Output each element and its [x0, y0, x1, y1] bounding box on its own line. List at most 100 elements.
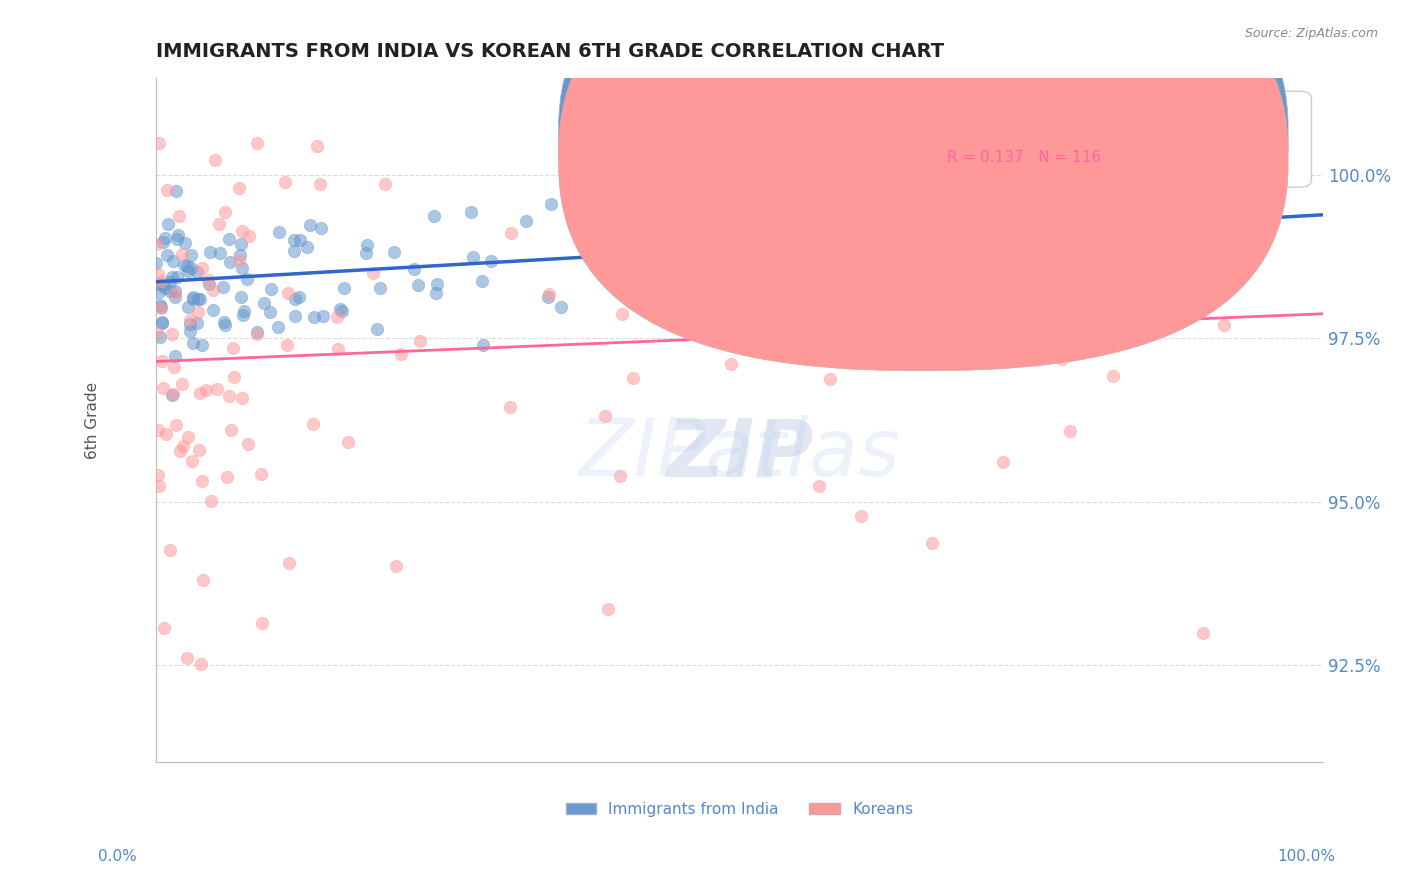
Point	[170, 377, 193, 392]
Point	[479, 254, 502, 268]
Point	[621, 371, 644, 385]
Point	[1076, 176, 1098, 190]
Point	[366, 322, 388, 336]
Point	[877, 348, 900, 362]
Point	[186, 265, 208, 279]
Point	[637, 235, 659, 249]
Point	[720, 357, 742, 371]
Point	[150, 353, 173, 368]
Point	[233, 304, 256, 318]
Point	[368, 281, 391, 295]
Point	[149, 274, 172, 288]
Point	[231, 224, 253, 238]
Point	[191, 573, 214, 587]
Point	[402, 262, 425, 277]
Point	[153, 231, 176, 245]
Point	[302, 417, 325, 431]
Point	[145, 326, 167, 341]
Point	[148, 285, 170, 299]
Point	[620, 222, 643, 236]
Point	[197, 273, 219, 287]
Point	[922, 153, 945, 167]
Point	[250, 615, 273, 630]
Point	[152, 277, 174, 292]
Point	[1038, 105, 1060, 120]
Point	[288, 233, 311, 247]
Point	[246, 325, 269, 339]
Point	[426, 277, 449, 291]
Point	[807, 479, 830, 493]
Point	[156, 247, 179, 261]
Point	[190, 657, 212, 672]
Point	[159, 284, 181, 298]
Point	[146, 237, 169, 252]
Point	[734, 227, 756, 242]
Point	[238, 437, 260, 451]
Point	[218, 255, 240, 269]
Point	[163, 360, 186, 375]
Text: IMMIGRANTS FROM INDIA VS KOREAN 6TH GRADE CORRELATION CHART: IMMIGRANTS FROM INDIA VS KOREAN 6TH GRAD…	[156, 42, 943, 61]
Point	[991, 454, 1014, 468]
Point	[260, 282, 283, 296]
Point	[149, 330, 172, 344]
Point	[162, 253, 184, 268]
Point	[181, 292, 204, 306]
Point	[851, 509, 873, 524]
Point	[179, 325, 201, 339]
Point	[1154, 316, 1177, 330]
Point	[295, 240, 318, 254]
Point	[336, 435, 359, 450]
Point	[820, 210, 842, 224]
Point	[731, 268, 754, 282]
Point	[1125, 136, 1147, 150]
Point	[538, 287, 561, 301]
Point	[374, 178, 396, 192]
Point	[231, 260, 253, 275]
Point	[302, 310, 325, 324]
Point	[1213, 318, 1236, 333]
Point	[718, 244, 741, 258]
Point	[156, 218, 179, 232]
Point	[472, 338, 495, 352]
Point	[146, 467, 169, 482]
Point	[152, 621, 174, 635]
Point	[900, 177, 922, 191]
Point	[409, 334, 432, 348]
Point	[1091, 175, 1114, 189]
Legend: Immigrants from India, Koreans: Immigrants from India, Koreans	[560, 796, 920, 823]
Point	[228, 253, 250, 268]
Point	[1043, 201, 1066, 215]
Text: 0.0%: 0.0%	[98, 849, 138, 863]
Point	[246, 136, 269, 150]
Point	[195, 383, 218, 397]
Point	[382, 245, 405, 260]
Point	[1050, 351, 1073, 366]
Point	[218, 232, 240, 246]
Point	[188, 443, 211, 458]
Point	[201, 303, 224, 318]
Point	[596, 602, 619, 616]
Point	[471, 274, 494, 288]
Point	[229, 290, 252, 304]
Point	[176, 430, 198, 444]
FancyBboxPatch shape	[558, 0, 1288, 348]
Point	[969, 177, 991, 191]
Point	[700, 217, 723, 231]
Point	[969, 218, 991, 232]
Point	[250, 467, 273, 481]
Point	[389, 347, 412, 361]
Point	[1056, 184, 1078, 198]
Point	[160, 388, 183, 402]
Point	[425, 286, 447, 301]
Point	[150, 300, 173, 314]
Point	[976, 301, 998, 315]
Point	[163, 290, 186, 304]
Point	[675, 238, 697, 252]
Point	[461, 251, 484, 265]
Point	[177, 300, 200, 314]
Point	[149, 297, 172, 311]
Point	[309, 178, 332, 192]
Point	[499, 227, 522, 241]
Point	[167, 228, 190, 243]
Point	[702, 187, 724, 202]
